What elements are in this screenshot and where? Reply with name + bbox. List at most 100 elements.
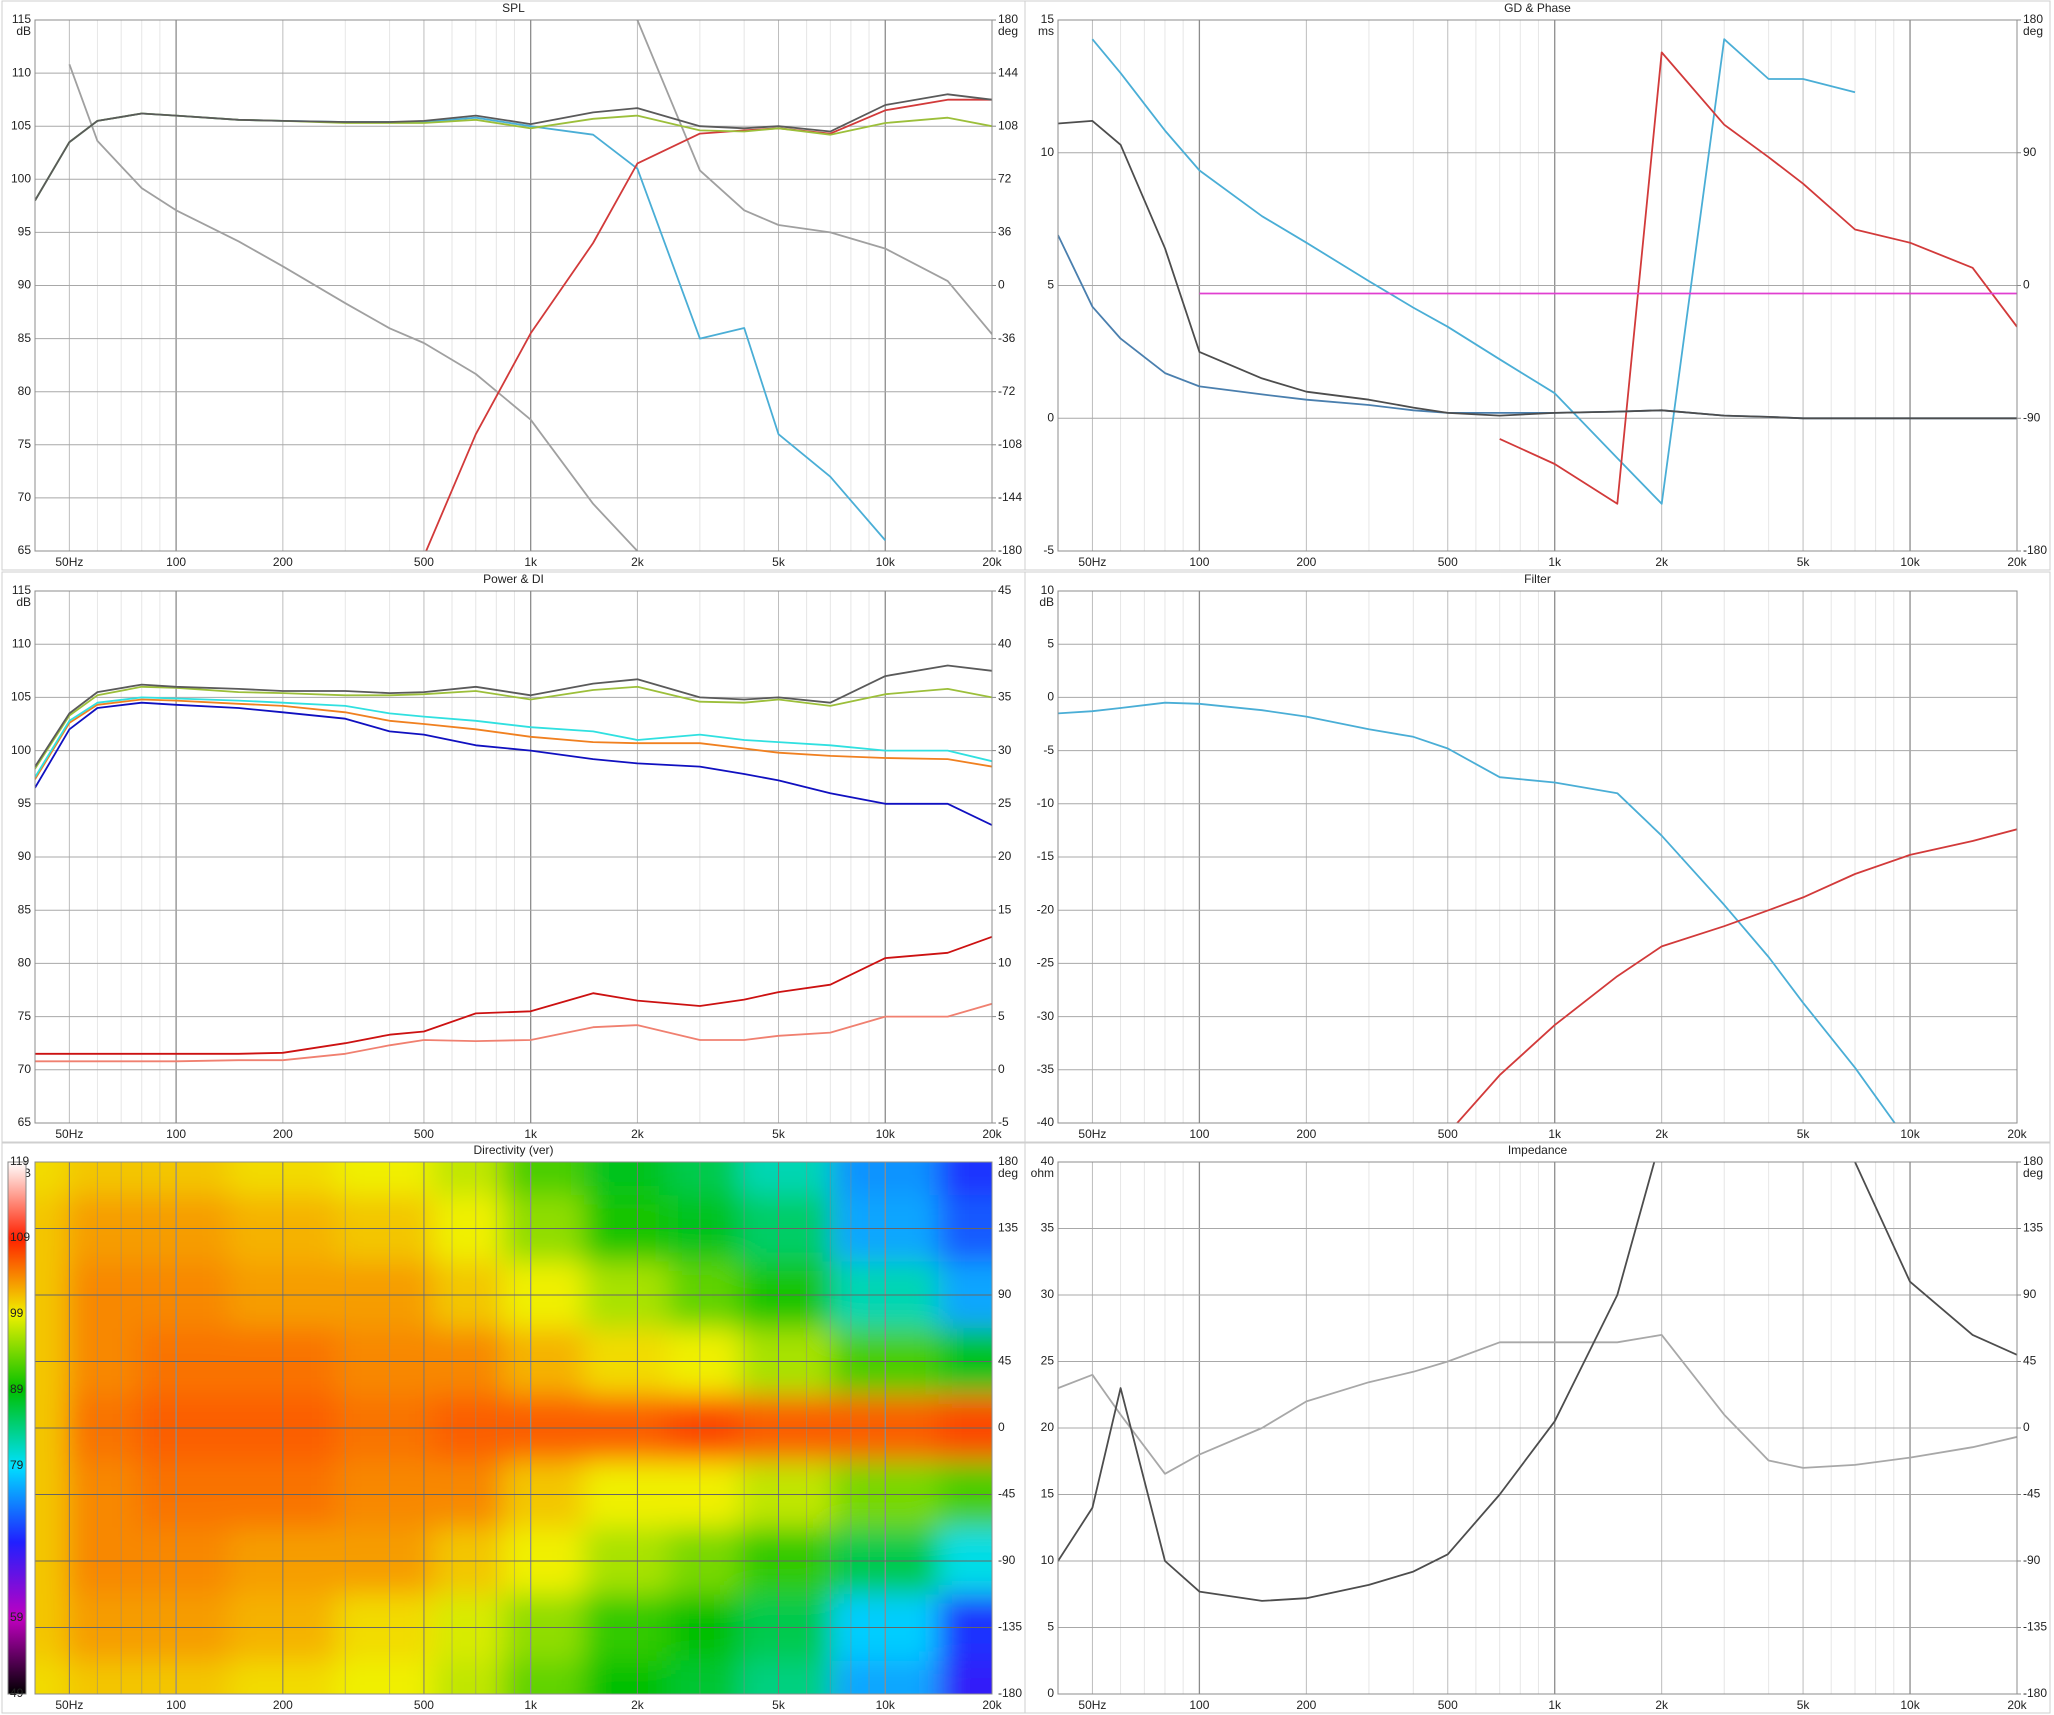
x-tick-label: 5k (1797, 555, 1811, 569)
y-tick-label: 65 (18, 543, 32, 557)
y2-tick-label: 180 (2023, 1154, 2043, 1168)
y2-tick-label: 15 (998, 902, 1012, 916)
plot-border (1057, 590, 2018, 1124)
y2-unit-label: deg (998, 24, 1018, 38)
y-tick-label: 85 (18, 331, 32, 345)
y-tick-label: 80 (18, 956, 32, 970)
heat-cell (136, 1162, 231, 1197)
y-tick-label: 5 (1047, 1620, 1054, 1634)
y2-tick-label: 180 (998, 12, 1018, 26)
y-tick-label: 75 (18, 1009, 32, 1023)
y-tick-label: 75 (18, 437, 32, 451)
x-tick-label: 50Hz (55, 1698, 83, 1712)
y2-tick-label: 0 (2023, 1420, 2030, 1434)
x-tick-label: 10k (1900, 1698, 1920, 1712)
x-tick-label: 500 (414, 1127, 434, 1141)
y2-tick-label: 36 (998, 225, 1012, 239)
y-tick-label: -5 (1043, 743, 1054, 757)
y-tick-label: 15 (1041, 12, 1055, 26)
y2-tick-label: -180 (2023, 543, 2047, 557)
x-tick-label: 100 (1189, 1127, 1209, 1141)
x-tick-label: 500 (414, 555, 434, 569)
series-line (1058, 1334, 2017, 1475)
y-tick-label: -35 (1037, 1062, 1055, 1076)
y2-tick-label: 144 (998, 65, 1018, 79)
plot-border (34, 1161, 993, 1695)
y-tick-label: 95 (18, 796, 32, 810)
x-tick-label: 10k (1900, 1127, 1920, 1141)
heat-cell (503, 1162, 586, 1197)
y-unit-label: ohm (1031, 1166, 1054, 1180)
y-tick-label: 0 (1047, 690, 1054, 704)
y2-tick-label: -72 (998, 384, 1016, 398)
x-tick-label: 2k (631, 1127, 645, 1141)
y-tick-label: 110 (12, 636, 31, 650)
y2-unit-label: deg (998, 1166, 1018, 1180)
y-tick-label: 70 (18, 1062, 32, 1076)
y-tick-label: 5 (1047, 636, 1054, 650)
x-tick-label: 50Hz (55, 1127, 83, 1141)
series-line (35, 664, 992, 768)
x-tick-label: 5k (772, 1127, 786, 1141)
chart-title: GD & Phase (1504, 1, 1571, 15)
y-tick-label: 15 (1041, 1487, 1055, 1501)
y2-tick-label: 20 (998, 849, 1012, 863)
y-tick-label: 30 (1041, 1287, 1055, 1301)
series-line (1456, 828, 2017, 1123)
x-tick-label: 1k (524, 1698, 538, 1712)
x-tick-label: 20k (982, 1698, 1002, 1712)
heat-cell (66, 1660, 138, 1694)
x-tick-label: 2k (631, 1698, 645, 1712)
y-tick-label: 115 (12, 583, 31, 597)
y2-unit-label: deg (2023, 24, 2043, 38)
y2-tick-label: -180 (2023, 1686, 2047, 1700)
x-tick-label: 100 (1189, 555, 1209, 569)
y2-tick-label: 45 (998, 583, 1012, 597)
chart-title: Impedance (1508, 1143, 1568, 1157)
y-tick-label: 105 (11, 118, 31, 132)
x-tick-label: 5k (772, 555, 786, 569)
y-tick-label: 110 (12, 65, 31, 79)
plot-data (1058, 1162, 2017, 1602)
y-tick-label: 40 (1041, 1154, 1055, 1168)
y2-tick-label: 45 (998, 1354, 1012, 1368)
y2-tick-label: -144 (998, 490, 1022, 504)
plot-border (1057, 1161, 2018, 1695)
colorbar-tick-label: 99 (10, 1306, 24, 1320)
y2-tick-label: -135 (998, 1620, 1022, 1634)
heat-cell (668, 1660, 741, 1694)
y2-tick-label: 10 (998, 956, 1012, 970)
y2-tick-label: -36 (998, 331, 1016, 345)
x-tick-label: 1k (1548, 555, 1562, 569)
x-tick-label: 1k (524, 1127, 538, 1141)
colorbar-tick-label: 109 (10, 1230, 30, 1244)
x-tick-label: 10k (876, 555, 896, 569)
heat-cell (432, 1660, 505, 1694)
series-group (1058, 1162, 2017, 1602)
heat-cell (35, 1162, 68, 1197)
series-group (35, 664, 992, 1063)
x-tick-label: 50Hz (55, 555, 83, 569)
y2-tick-label: -180 (998, 1686, 1022, 1700)
x-tick-label: 1k (1548, 1698, 1562, 1712)
x-tick-label: 2k (1655, 1698, 1669, 1712)
x-tick-label: 100 (1189, 1698, 1209, 1712)
heat-cell (336, 1660, 434, 1694)
y-tick-label: 0 (1047, 1686, 1054, 1700)
y-tick-label: 10 (1041, 145, 1055, 159)
y2-tick-label: 25 (998, 796, 1012, 810)
colorbar-tick-label: 79 (10, 1458, 24, 1472)
grid (1058, 1161, 2021, 1695)
y2-tick-label: 0 (2023, 278, 2030, 292)
series-line (425, 98, 992, 551)
y-tick-label: -25 (1037, 956, 1055, 970)
x-tick-label: 50Hz (1078, 1698, 1106, 1712)
x-tick-label: 20k (2007, 555, 2027, 569)
x-tick-label: 500 (414, 1698, 434, 1712)
y-tick-label: 90 (18, 278, 32, 292)
colorbar-tick-label: 119 (10, 1154, 29, 1168)
series-line (35, 93, 992, 201)
x-tick-label: 5k (1797, 1698, 1811, 1712)
